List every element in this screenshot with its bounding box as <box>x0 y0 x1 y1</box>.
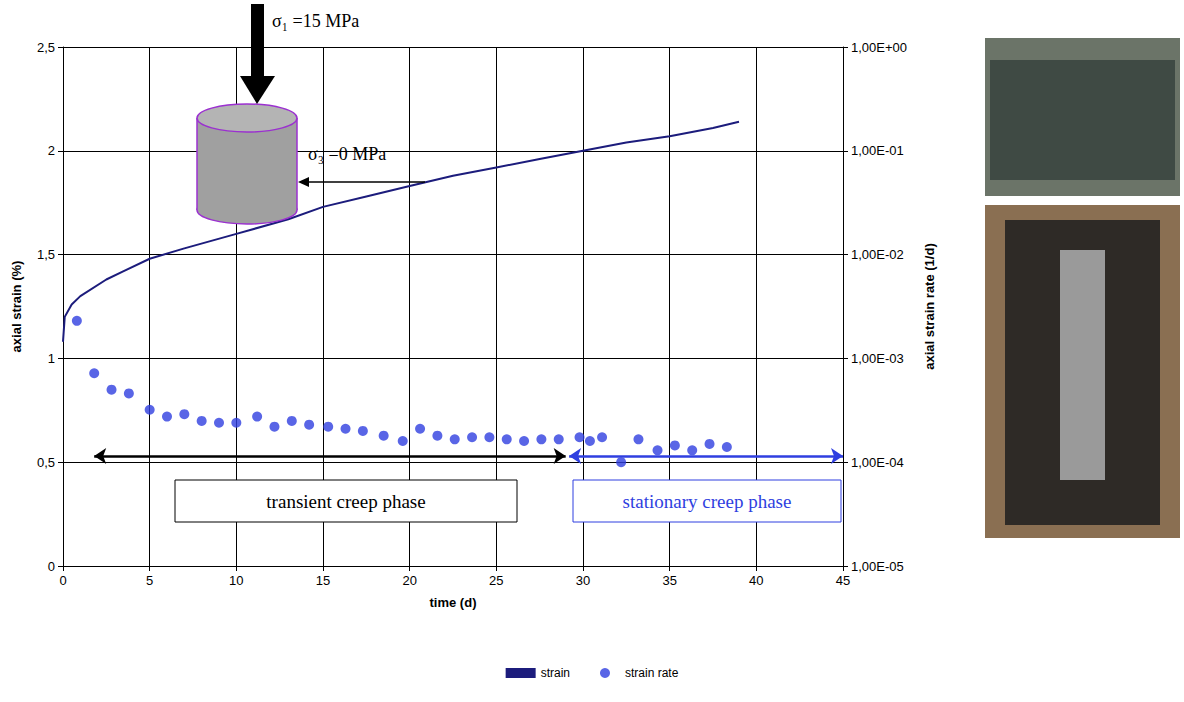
svg-text:stationary creep phase: stationary creep phase <box>623 491 792 512</box>
svg-text:0: 0 <box>59 573 66 588</box>
svg-text:0: 0 <box>48 559 55 574</box>
svg-text:1: 1 <box>48 351 55 366</box>
svg-text:0,5: 0,5 <box>37 455 55 470</box>
svg-text:40: 40 <box>749 573 763 588</box>
svg-text:1,00E-05: 1,00E-05 <box>851 559 904 574</box>
svg-text:20: 20 <box>402 573 416 588</box>
svg-text:strain: strain <box>541 666 570 680</box>
svg-text:2: 2 <box>48 143 55 158</box>
svg-text:25: 25 <box>489 573 503 588</box>
svg-text:1,00E-02: 1,00E-02 <box>851 247 904 262</box>
svg-text:axial strain (%): axial strain (%) <box>9 261 24 353</box>
svg-text:2,5: 2,5 <box>37 40 55 55</box>
svg-text:1,00E+00: 1,00E+00 <box>851 40 907 55</box>
svg-text:15: 15 <box>316 573 330 588</box>
svg-text:1,00E-01: 1,00E-01 <box>851 143 904 158</box>
svg-text:35: 35 <box>662 573 676 588</box>
svg-text:transient creep phase: transient creep phase <box>266 491 425 512</box>
svg-text:1,00E-04: 1,00E-04 <box>851 455 904 470</box>
svg-text:σ₁ =15 MPa: σ₁ =15 MPa <box>272 11 359 31</box>
svg-text:30: 30 <box>576 573 590 588</box>
svg-text:10: 10 <box>229 573 243 588</box>
svg-text:5: 5 <box>146 573 153 588</box>
svg-text:time (d): time (d) <box>430 595 477 610</box>
svg-text:1,00E-03: 1,00E-03 <box>851 351 904 366</box>
svg-text:1,5: 1,5 <box>37 247 55 262</box>
svg-text:45: 45 <box>836 573 850 588</box>
svg-text:axial strain rate (1/d): axial strain rate (1/d) <box>922 243 937 369</box>
svg-text:σ₃ =0 MPa: σ₃ =0 MPa <box>308 144 386 164</box>
svg-text:strain rate: strain rate <box>625 666 679 680</box>
